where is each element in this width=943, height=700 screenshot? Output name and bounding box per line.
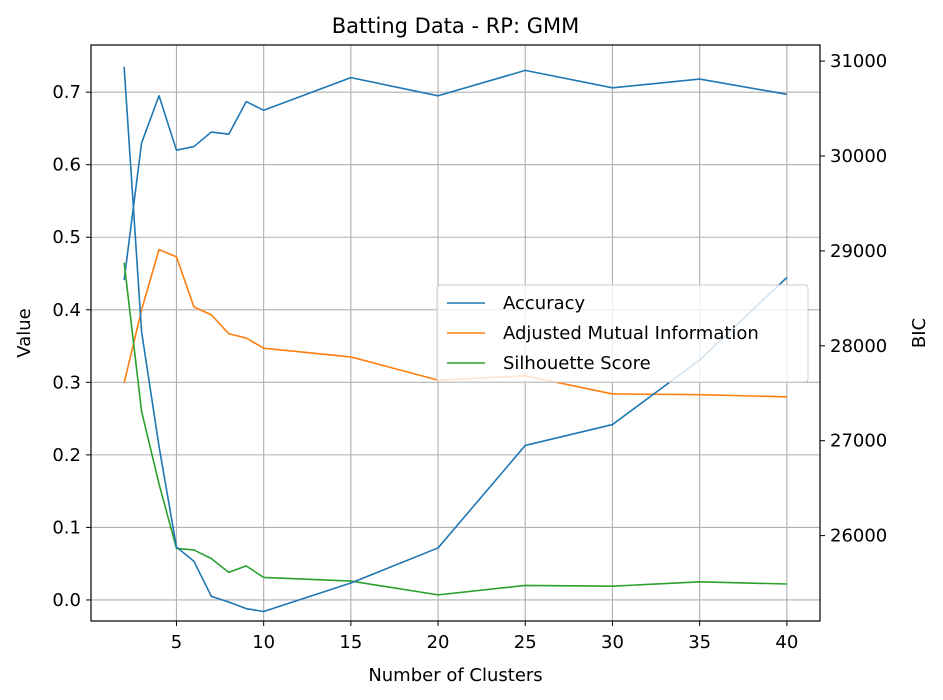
y2-tick-label: 27000 xyxy=(830,431,887,452)
legend-label: Adjusted Mutual Information xyxy=(503,323,759,344)
y2-axis-label: BIC xyxy=(909,318,930,348)
x-tick-label: 10 xyxy=(252,632,275,653)
chart-title: Batting Data - RP: GMM xyxy=(332,14,579,38)
series-line-bic xyxy=(123,66,788,613)
x-axis: 5 10 15 20 25 30 35 40 xyxy=(171,621,798,653)
series-line-accuracy xyxy=(123,69,787,281)
legend-label: Silhouette Score xyxy=(503,353,651,374)
y2-tick-label: 28000 xyxy=(830,336,887,357)
y-tick-label: 0.4 xyxy=(52,300,81,321)
series-line-silhouette-score xyxy=(123,262,787,596)
x-tick-label: 15 xyxy=(339,632,362,653)
x-tick-label: 30 xyxy=(601,632,624,653)
y2-tick-label: 29000 xyxy=(830,241,887,262)
y-tick-label: 0.0 xyxy=(52,590,81,611)
legend-label: Accuracy xyxy=(503,293,586,314)
x-tick-label: 25 xyxy=(514,632,537,653)
y2-tick-label: 31000 xyxy=(830,51,887,72)
series-group xyxy=(123,66,788,613)
y-axis-left: 0.0 0.1 0.2 0.3 0.4 0.5 0.6 0.7 xyxy=(52,82,91,611)
x-tick-label: 20 xyxy=(427,632,450,653)
x-axis-label: Number of Clusters xyxy=(368,665,542,686)
y-tick-label: 0.2 xyxy=(52,445,81,466)
x-tick-label: 35 xyxy=(688,632,711,653)
x-tick-label: 5 xyxy=(171,632,182,653)
y-tick-label: 0.3 xyxy=(52,372,81,393)
x-tick-label: 40 xyxy=(775,632,798,653)
y-tick-label: 0.1 xyxy=(52,517,81,538)
y-tick-label: 0.7 xyxy=(52,82,81,103)
y2-tick-label: 30000 xyxy=(830,146,887,167)
legend-box xyxy=(436,284,809,383)
y-tick-label: 0.6 xyxy=(52,155,81,176)
legend: Accuracy Adjusted Mutual Information Silho… xyxy=(436,284,809,383)
plot-frame xyxy=(90,44,821,622)
series-line-adjusted-mutual-information xyxy=(123,248,787,398)
y-axis-right: 26000 27000 28000 29000 30000 31000 xyxy=(820,51,887,547)
y-tick-label: 0.5 xyxy=(52,227,81,248)
y2-tick-label: 26000 xyxy=(830,526,887,547)
y-axis-label: Value xyxy=(14,308,35,357)
